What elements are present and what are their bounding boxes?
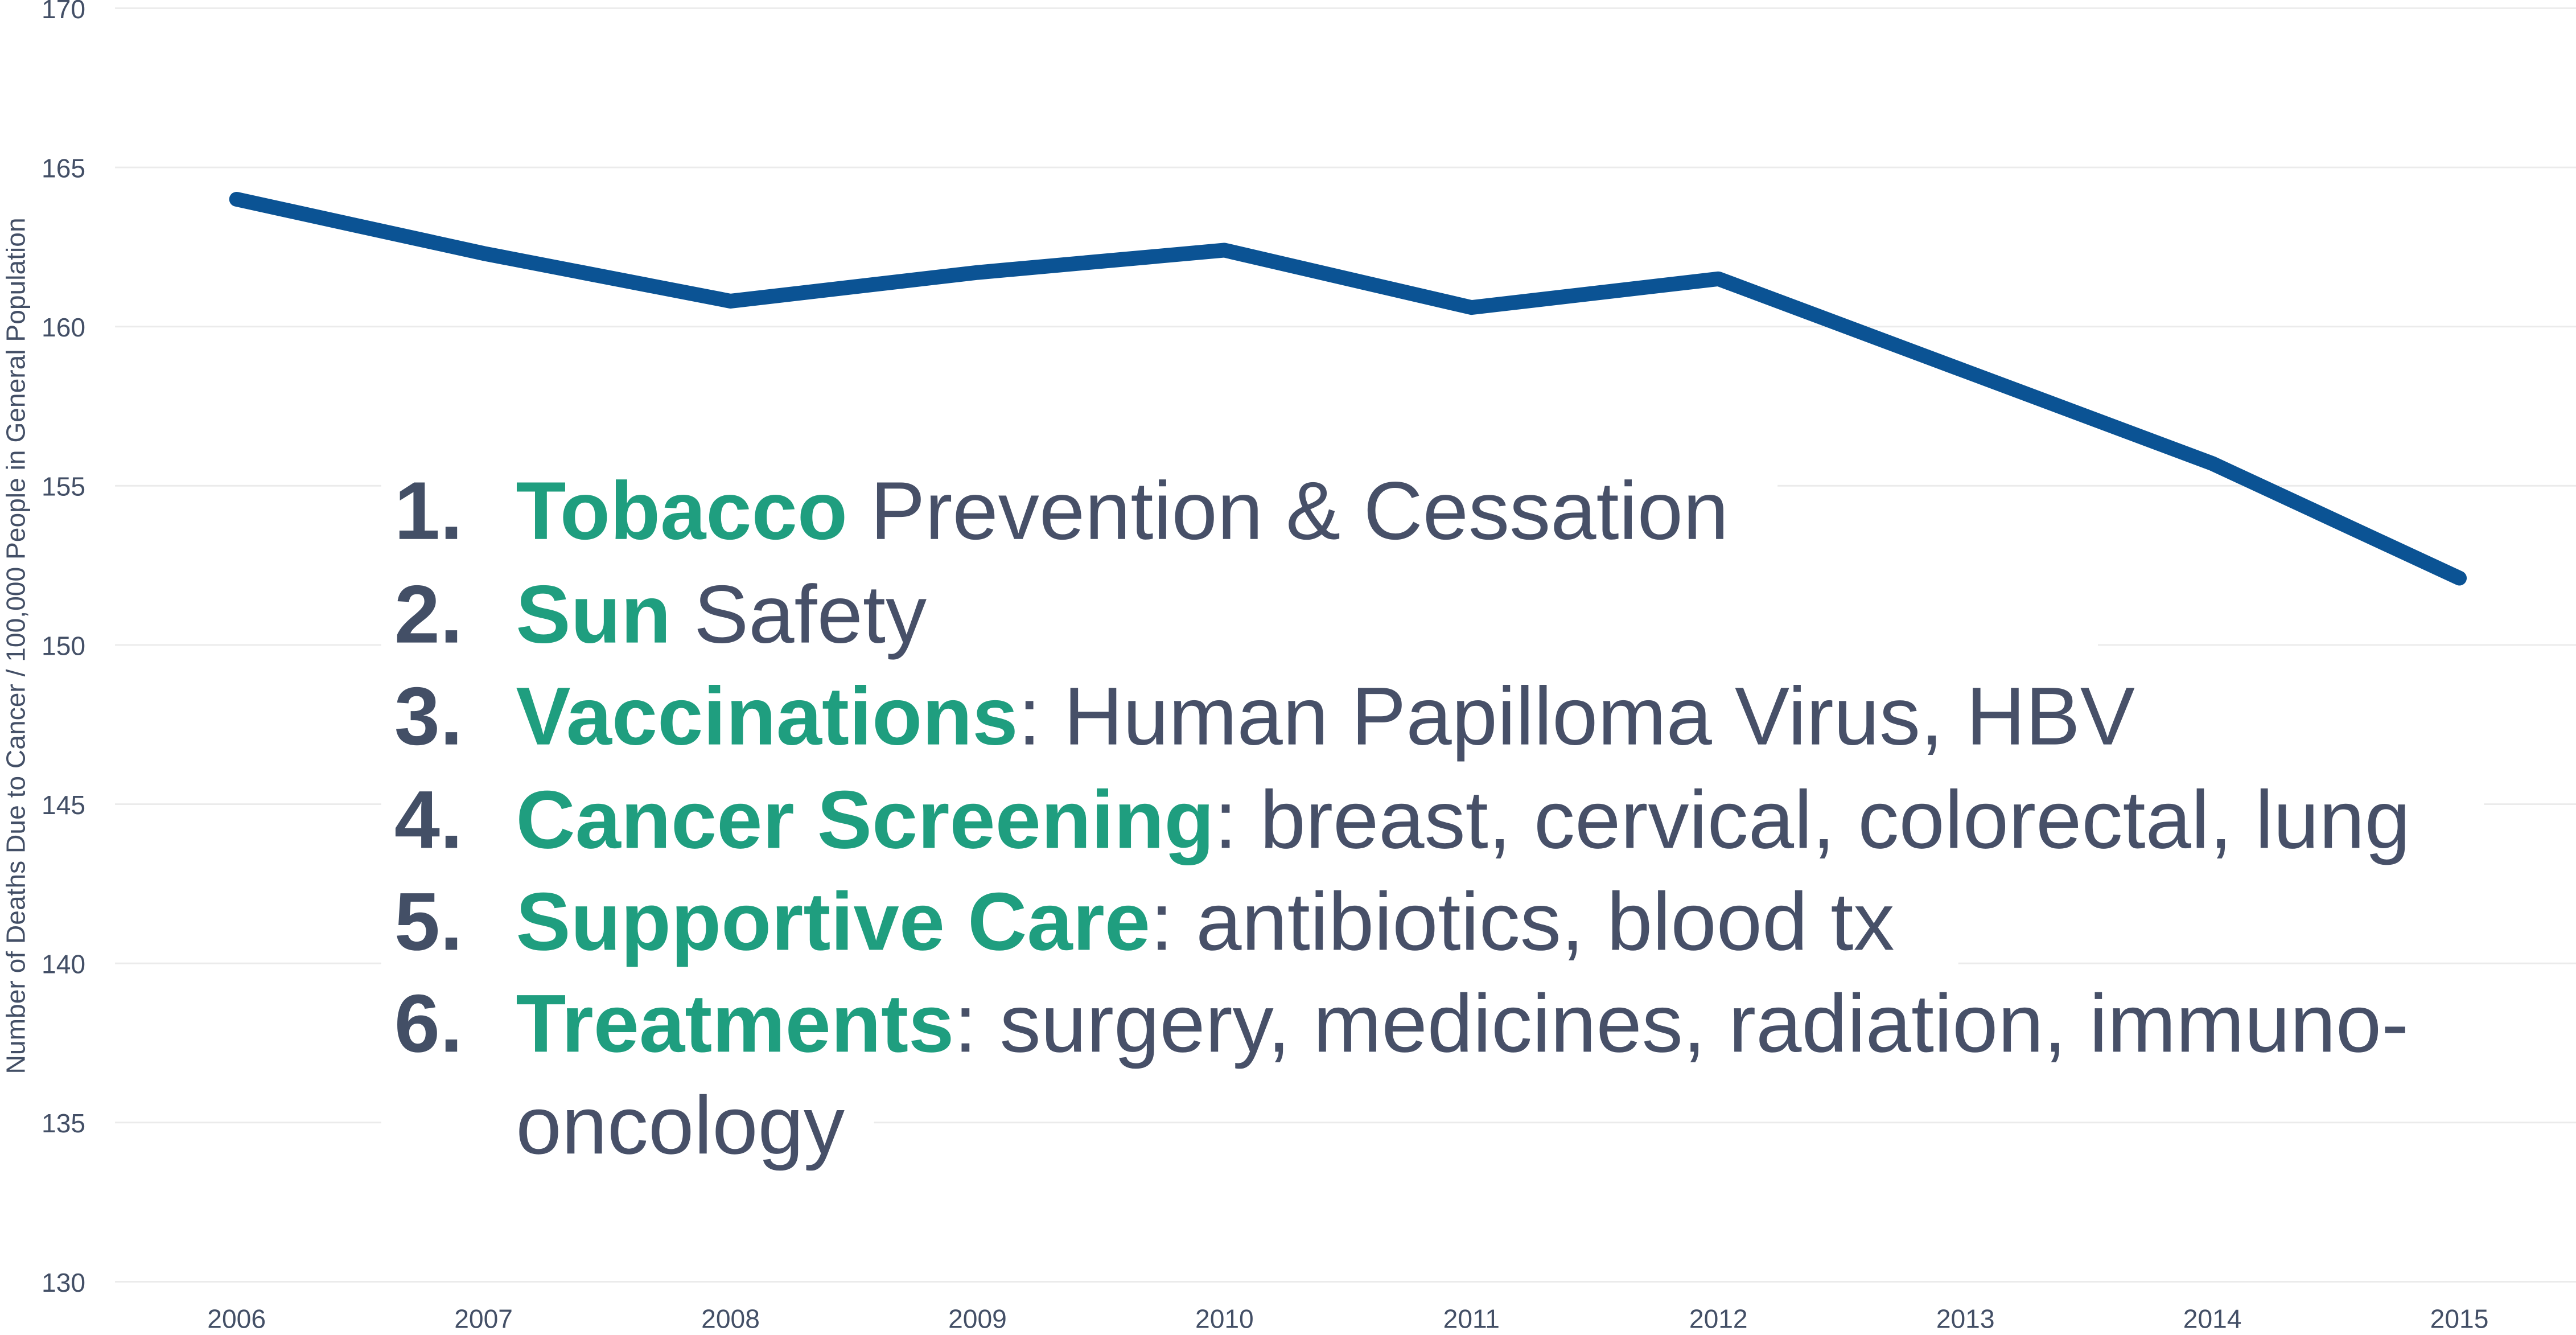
text-backdrop	[381, 977, 2484, 1077]
item-highlight: Vaccinations	[516, 670, 1018, 762]
text-backdrop	[381, 1079, 874, 1178]
y-tick-label: 130	[42, 1268, 85, 1297]
y-tick-label: 145	[42, 790, 85, 820]
text-backdrop	[381, 876, 1958, 975]
y-tick-label: 170	[42, 0, 85, 24]
item-highlight: Treatments	[516, 977, 954, 1069]
x-tick-label: 2010	[1195, 1304, 1254, 1333]
y-tick-label: 140	[42, 950, 85, 979]
x-tick-label: 2012	[1689, 1304, 1748, 1333]
item-text: : antibiotics, blood tx	[1150, 875, 1895, 967]
y-tick-label: 155	[42, 472, 85, 502]
x-tick-label: 2006	[207, 1304, 266, 1333]
item-text: Prevention & Cessation	[847, 465, 1729, 557]
item-continuation: oncology	[516, 1079, 845, 1171]
y-axis-label: Number of Deaths Due to Cancer / 100,000…	[1, 217, 30, 1074]
y-tick-label: 135	[42, 1108, 85, 1138]
list-item: 2. Sun Safety	[394, 568, 927, 660]
x-tick-label: 2013	[1936, 1304, 1995, 1333]
item-number: 5.	[394, 875, 463, 967]
x-tick-label: 2011	[1443, 1304, 1500, 1333]
item-highlight: Tobacco	[516, 465, 847, 557]
item-text: Safety	[671, 568, 927, 660]
item-highlight: Cancer Screening	[516, 773, 1214, 865]
item-highlight: Supportive Care	[516, 875, 1150, 967]
list-item: 4. Cancer Screening: breast, cervical, co…	[394, 773, 2410, 865]
x-tick-label: 2009	[948, 1304, 1007, 1333]
x-tick-label: 2015	[2430, 1304, 2489, 1333]
item-text: : breast, cervical, colorectal, lung	[1215, 773, 2410, 865]
list-item: 5. Supportive Care: antibiotics, blood tx	[394, 875, 1895, 967]
x-tick-label: 2007	[454, 1304, 513, 1333]
y-tick-label: 160	[42, 313, 85, 342]
text-backdrop	[381, 465, 1778, 564]
x-tick-label: 2014	[2183, 1304, 2242, 1333]
text-backdrop	[381, 774, 2484, 873]
item-highlight: Sun	[516, 568, 671, 660]
text-backdrop	[381, 670, 2205, 769]
item-text: : surgery, medicines, radiation, immuno-	[954, 977, 2409, 1069]
item-text: : Human Papilloma Virus, HBV	[1018, 670, 2135, 762]
x-tick-label: 2008	[701, 1304, 760, 1333]
item-number: 4.	[394, 773, 463, 865]
y-tick-label: 150	[42, 631, 85, 660]
item-number: 1.	[394, 465, 463, 557]
item-number: 6.	[394, 977, 463, 1069]
list-item: 3. Vaccinations: Human Papilloma Virus, H…	[394, 670, 2135, 762]
list-item: 1. Tobacco Prevention & Cessation	[394, 465, 1729, 557]
list-item: 6. Treatments: surgery, medicines, radiat…	[394, 977, 2409, 1069]
item-number: 3.	[394, 670, 463, 762]
text-backdrop	[381, 568, 2098, 667]
data-line	[229, 192, 2467, 586]
item-number: 2.	[394, 568, 463, 660]
y-tick-label: 165	[42, 153, 85, 183]
